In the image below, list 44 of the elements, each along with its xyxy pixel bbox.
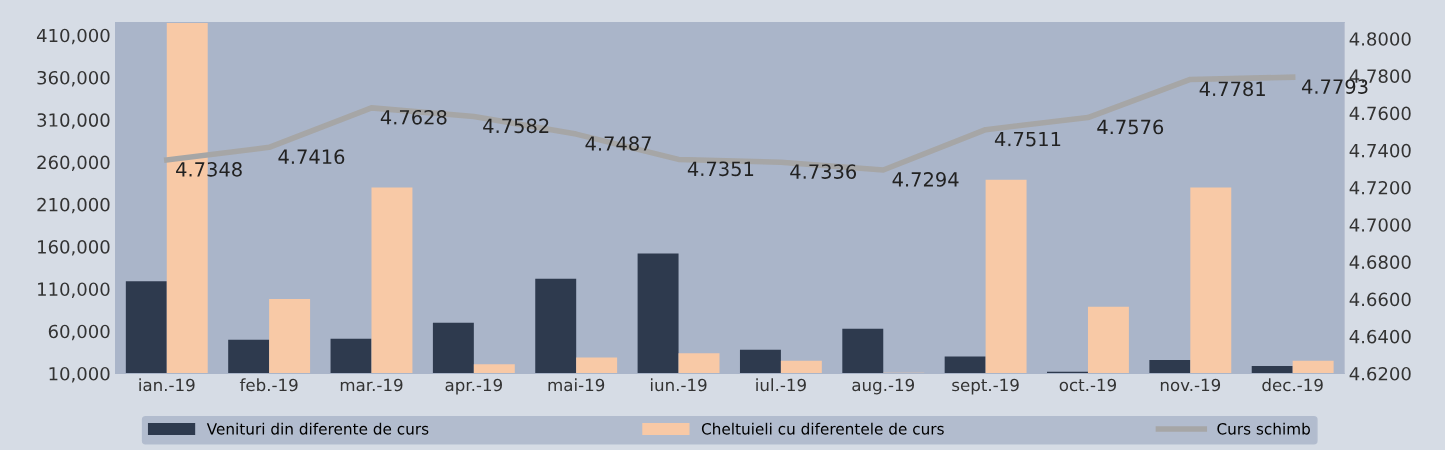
- y-tick-label: 60,000: [48, 324, 110, 341]
- data-label: 4.7416: [278, 149, 345, 165]
- x-tick-label: oct.-19: [1059, 378, 1116, 392]
- y-tick-label: 410,000: [36, 28, 110, 45]
- data-label: 4.7351: [687, 161, 754, 177]
- legend-label: Curs schimb: [1217, 422, 1310, 435]
- y2-tick-label: 4.7400: [1349, 143, 1411, 158]
- x-tick-label: aug.-19: [852, 378, 915, 395]
- y-tick-label: 310,000: [37, 113, 110, 129]
- data-label: 4.7582: [483, 118, 549, 134]
- data-label: 4.7294: [892, 172, 959, 187]
- y2-tick-label: 4.6600: [1349, 292, 1411, 307]
- x-tick-label: iun.-19: [650, 378, 707, 392]
- legend-label: Venituri din diferente de curs: [206, 422, 429, 435]
- x-tick-label: nov.-19: [1160, 378, 1221, 392]
- y-tick-label: 10,000: [49, 366, 110, 383]
- data-label: 4.7576: [1097, 119, 1164, 135]
- y2-tick-label: 4.7000: [1349, 218, 1411, 232]
- y-tick-label: 260,000: [37, 155, 110, 172]
- y-tick-label: 360,000: [37, 70, 110, 87]
- data-label: 4.7628: [380, 109, 447, 125]
- y2-tick-label: 4.7600: [1349, 106, 1411, 121]
- y2-tick-label: 4.6400: [1349, 329, 1411, 344]
- data-label: 4.7781: [1199, 81, 1265, 97]
- x-tick-label: ian.-19: [139, 378, 195, 392]
- y2-tick-label: 4.6800: [1349, 255, 1411, 270]
- x-tick-label: mar.-19: [340, 378, 403, 392]
- y-tick-label: 110,000: [38, 282, 110, 298]
- data-label: 4.7348: [176, 162, 242, 177]
- legend-label: Cheltuieli cu diferentele de curs: [701, 422, 944, 435]
- x-tick-label: feb.-19: [239, 378, 298, 392]
- y-tick-label: 210,000: [37, 197, 110, 214]
- y-tick-label: 160,000: [38, 240, 110, 256]
- data-label: 4.7511: [994, 131, 1061, 147]
- data-label: 4.7336: [790, 164, 857, 179]
- y2-tick-label: 4.8000: [1349, 32, 1411, 46]
- y2-tick-label: 4.6200: [1349, 366, 1411, 381]
- x-tick-label: mai-19: [548, 378, 605, 392]
- x-tick-label: iul.-19: [756, 378, 806, 392]
- x-tick-label: apr.-19: [445, 378, 502, 395]
- data-label: 4.7487: [585, 136, 651, 151]
- x-tick-label: sept.-19: [952, 378, 1019, 395]
- y2-tick-label: 4.7200: [1349, 180, 1411, 195]
- x-tick-label: dec.-19: [1262, 378, 1323, 392]
